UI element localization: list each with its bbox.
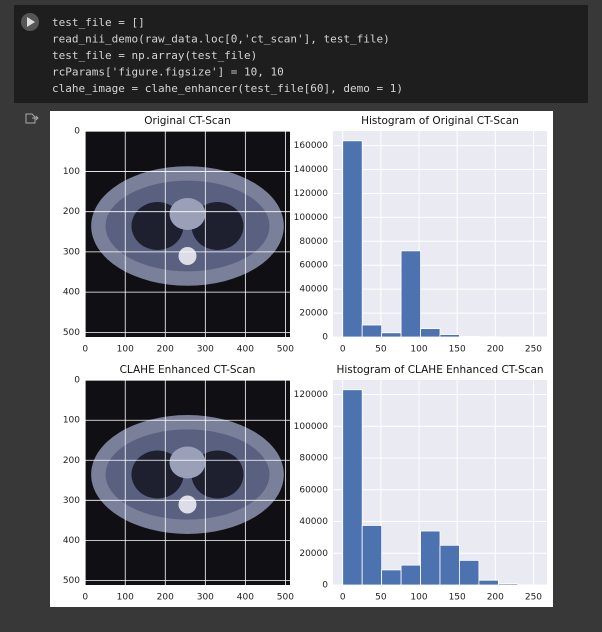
x-tick-label: 200 [157, 345, 174, 355]
heart [169, 198, 206, 230]
spine [178, 247, 197, 265]
bar [478, 579, 499, 586]
y-tick-label: 200 [63, 456, 80, 466]
x-tick-label: 100 [117, 593, 134, 603]
bar [420, 530, 441, 586]
code-line: test_file = np.array(test_file) [52, 49, 257, 62]
axes-title: Original CT-Scan [144, 115, 231, 127]
y-tick-label: 60000 [299, 261, 328, 271]
run-icon [27, 17, 35, 27]
y-tick-label: 160000 [294, 141, 329, 151]
y-tick-label: 20000 [299, 549, 328, 559]
code-line: test_file = [] [52, 16, 145, 29]
y-tick-label: 120000 [294, 390, 329, 400]
y-tick-label: 40000 [299, 517, 328, 527]
y-tick-label: 0 [322, 333, 328, 343]
y-tick-label: 100 [63, 167, 80, 177]
x-tick-label: 500 [277, 345, 294, 355]
bar [342, 140, 363, 338]
bar [361, 324, 383, 338]
y-tick-label: 200 [63, 207, 80, 217]
y-tick-label: 0 [74, 127, 80, 137]
x-tick-label: 0 [82, 593, 88, 603]
x-tick-label: 200 [157, 593, 174, 603]
x-tick-label: 200 [487, 593, 504, 603]
bar [400, 564, 421, 586]
code-line: rcParams['figure.figsize'] = 10, 10 [52, 66, 284, 79]
y-tick-label: 300 [63, 247, 80, 257]
y-tick-label: 500 [63, 328, 80, 338]
bar [381, 569, 402, 586]
x-tick-label: 400 [237, 345, 254, 355]
y-tick-label: 300 [63, 496, 80, 506]
code-line: read_nii_demo(raw_data.loc[0,'ct_scan'],… [52, 33, 390, 46]
x-tick-label: 200 [487, 345, 504, 355]
axes-title: Histogram of CLAHE Enhanced CT-Scan [336, 364, 543, 376]
x-tick-label: 300 [197, 345, 214, 355]
bar [361, 525, 383, 586]
y-tick-label: 80000 [299, 454, 328, 464]
x-tick-label: 250 [525, 345, 542, 355]
x-tick-label: 0 [82, 345, 88, 355]
output-icon [25, 113, 39, 124]
y-tick-label: 100000 [294, 213, 329, 223]
y-tick-label: 100000 [294, 422, 329, 432]
x-tick-label: 50 [375, 593, 387, 603]
bar [459, 336, 480, 338]
x-tick-label: 50 [375, 345, 387, 355]
bar [381, 332, 402, 338]
bar [400, 250, 421, 338]
x-tick-label: 0 [340, 593, 346, 603]
bar [439, 544, 460, 586]
spine [178, 495, 197, 514]
bar [342, 389, 363, 586]
y-tick-label: 100 [63, 416, 80, 426]
y-tick-label: 400 [63, 288, 80, 298]
x-tick-label: 100 [410, 593, 427, 603]
y-tick-label: 20000 [299, 309, 328, 319]
x-tick-label: 400 [237, 593, 254, 603]
x-tick-label: 100 [117, 345, 134, 355]
y-tick-label: 40000 [299, 285, 328, 295]
bar [439, 334, 460, 338]
bar [459, 559, 480, 586]
y-tick-label: 0 [74, 376, 80, 386]
y-tick-label: 400 [63, 536, 80, 546]
x-tick-label: 150 [449, 345, 466, 355]
y-tick-label: 140000 [294, 165, 329, 175]
y-tick-label: 0 [322, 581, 328, 591]
axes-title: Histogram of Original CT-Scan [361, 115, 519, 127]
heart [169, 446, 206, 479]
x-tick-label: 500 [277, 593, 294, 603]
x-tick-label: 250 [525, 593, 542, 603]
code-line: clahe_image = clahe_enhancer(test_file[6… [52, 82, 403, 95]
bar [497, 583, 519, 586]
y-tick-label: 120000 [294, 189, 329, 199]
x-tick-label: 300 [197, 593, 214, 603]
x-tick-label: 150 [449, 593, 466, 603]
axes-title: CLAHE Enhanced CT-Scan [120, 364, 256, 376]
y-tick-label: 500 [63, 576, 80, 586]
code-cell [14, 5, 588, 103]
x-tick-label: 0 [340, 345, 346, 355]
y-tick-label: 60000 [299, 485, 328, 495]
axes-bg [333, 131, 547, 337]
bar [420, 328, 441, 338]
y-tick-label: 80000 [299, 237, 328, 247]
x-tick-label: 100 [410, 345, 427, 355]
